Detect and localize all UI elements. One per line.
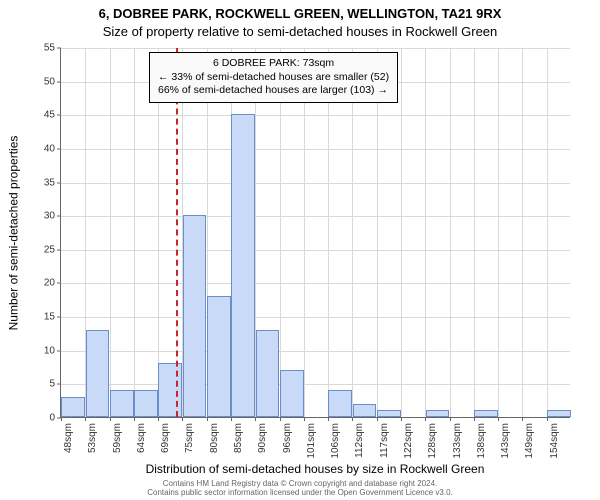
bar [256,330,280,417]
chart-plot-area: 6 DOBREE PARK: 73sqm ← 33% of semi-detac… [60,48,570,418]
x-tick-label: 75sqm [184,423,195,453]
bar [377,410,401,417]
x-tick-label: 117sqm [379,423,390,458]
bar [328,390,352,417]
chart-title-address: 6, DOBREE PARK, ROCKWELL GREEN, WELLINGT… [0,6,600,21]
bar [134,390,158,417]
y-tick-label: 20 [44,278,61,289]
y-tick-label: 50 [44,76,61,87]
bar [86,330,110,417]
x-tick-label: 133sqm [452,423,463,459]
x-tick-label: 48sqm [63,423,74,453]
bar [183,215,207,417]
bar [110,390,134,417]
bar [158,363,182,417]
info-line1: 6 DOBREE PARK: 73sqm [158,57,389,71]
x-tick-label: 85sqm [233,423,244,453]
bar [426,410,450,417]
x-tick-label: 69sqm [160,423,171,453]
footer-attribution: Contains HM Land Registry data © Crown c… [0,479,600,498]
x-tick-label: 53sqm [87,423,98,453]
x-tick-label: 64sqm [136,423,147,453]
y-tick-label: 35 [44,177,61,188]
footer-line2: Contains public sector information licen… [0,488,600,498]
info-line3: 66% of semi-detached houses are larger (… [158,84,389,98]
x-tick-label: 96sqm [282,423,293,453]
x-tick-label: 80sqm [209,423,220,453]
bars-layer [61,48,570,417]
x-tick-label: 154sqm [549,423,560,459]
bar [474,410,498,417]
x-tick-label: 112sqm [354,423,365,458]
chart-subtitle: Size of property relative to semi-detach… [0,24,600,39]
y-tick-label: 10 [44,345,61,356]
bar [61,397,85,417]
x-tick-label: 59sqm [112,423,123,453]
y-tick-label: 0 [49,413,61,424]
x-tick-label: 143sqm [500,423,511,459]
reference-line [176,48,178,417]
bar [547,410,571,417]
bar [207,296,231,417]
y-tick-label: 40 [44,143,61,154]
info-line2: ← 33% of semi-detached houses are smalle… [158,71,389,85]
x-tick-label: 138sqm [476,423,487,459]
y-axis-label: Number of semi-detached properties [6,48,20,418]
x-tick-label: 149sqm [524,423,535,459]
bar [280,370,304,417]
y-tick-label: 55 [44,43,61,54]
y-tick-label: 5 [49,379,61,390]
x-tick-label: 90sqm [257,423,268,453]
x-axis-label: Distribution of semi-detached houses by … [60,462,570,476]
bar [231,114,255,417]
x-tick-label: 101sqm [306,423,317,459]
footer-line1: Contains HM Land Registry data © Crown c… [0,479,600,489]
bar [353,404,377,417]
y-tick-label: 15 [44,312,61,323]
y-tick-label: 45 [44,110,61,121]
x-tick-label: 106sqm [330,423,341,459]
info-box: 6 DOBREE PARK: 73sqm ← 33% of semi-detac… [149,52,398,103]
x-tick-label: 128sqm [427,423,438,459]
y-tick-label: 25 [44,244,61,255]
y-tick-label: 30 [44,211,61,222]
x-tick-label: 122sqm [403,423,414,459]
